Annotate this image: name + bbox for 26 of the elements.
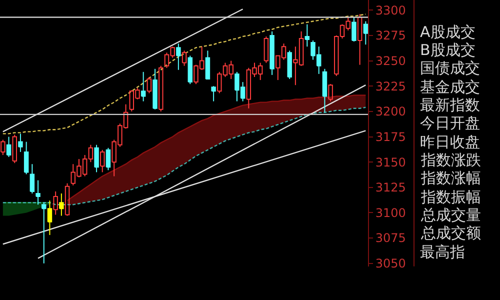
text: 基金成交: [420, 78, 480, 96]
y-tick-label: 3100: [375, 206, 406, 220]
text: 昨日收盘: [420, 133, 480, 151]
y-tick-label: 3125: [375, 180, 406, 195]
y-tick-label: 3175: [375, 130, 406, 144]
y-tick-label: 3275: [375, 28, 406, 43]
y-tick-label: 3225: [375, 79, 406, 94]
y-tick-label: 3200: [375, 104, 406, 119]
text: 指数涨跌: [420, 151, 481, 169]
text: 指数涨幅: [420, 169, 481, 187]
text: 指数振幅: [420, 188, 481, 206]
y-tick-label: 3300: [375, 3, 406, 18]
text: B股成交: [420, 41, 476, 59]
y-tick-label: 3250: [375, 54, 406, 68]
y-tick-label: 3050: [375, 256, 406, 271]
y-tick-label: 3075: [375, 231, 406, 246]
text: 最高指: [420, 243, 465, 261]
text: 国债成交: [420, 59, 480, 77]
y-tick-label: 3150: [375, 155, 406, 170]
text: 总成交额: [420, 224, 481, 242]
candlestick: [53, 190, 58, 216]
text: 最新指数: [420, 96, 480, 114]
text: 今日开盘: [420, 114, 480, 132]
text: 总成交量: [420, 206, 481, 224]
line-series: [2, 14, 366, 134]
text: A股成交: [420, 23, 476, 41]
